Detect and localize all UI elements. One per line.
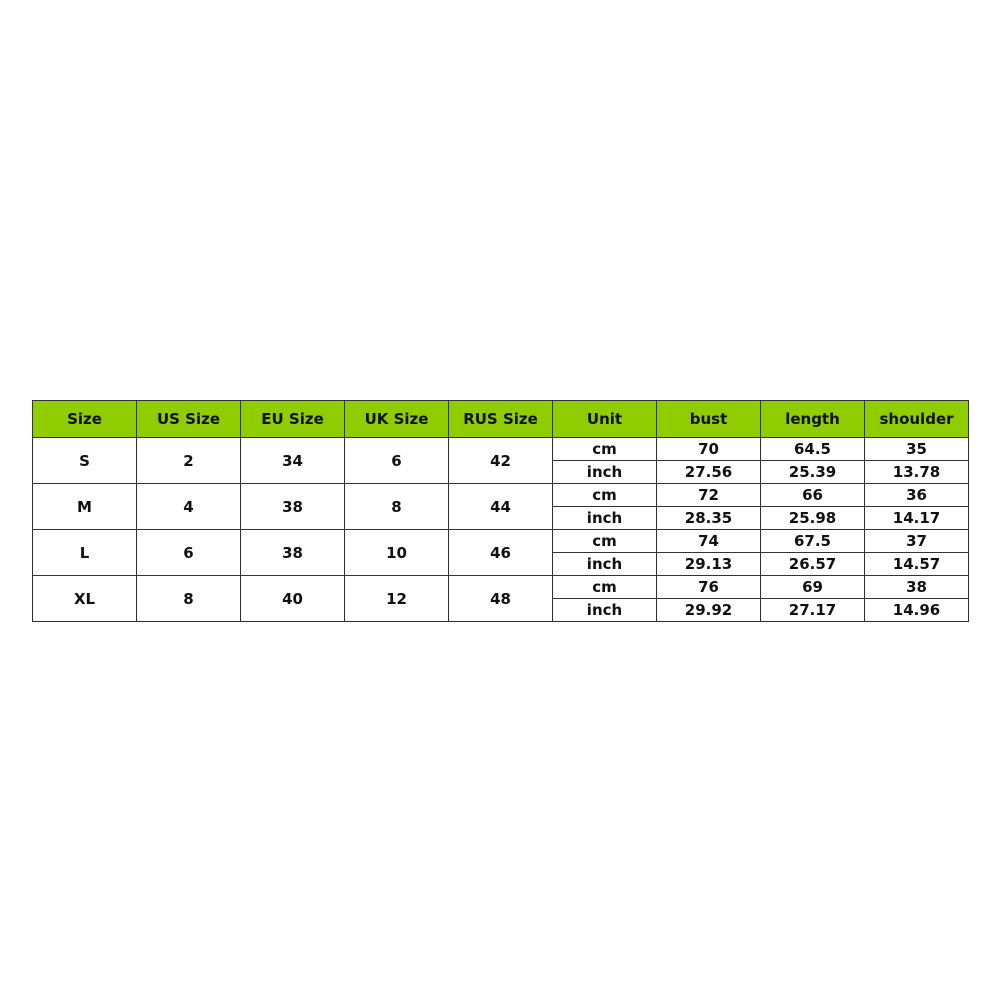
cell-us: 8 [136, 575, 241, 622]
table-row: XL 8 40 12 48 cm 76 69 38 [32, 575, 969, 622]
cell-bust: 74 [656, 529, 761, 553]
cell-eu: 38 [240, 483, 345, 530]
column-header: US Size [136, 400, 241, 438]
cell-us: 4 [136, 483, 241, 530]
cell-unit: cm [552, 437, 657, 461]
table-row: inch 29.92 27.17 14.96 [33, 598, 969, 622]
cell-length: 69 [760, 575, 865, 599]
cell-shoulder: 35 [864, 437, 969, 461]
cell-bust: 72 [656, 483, 761, 507]
cell-shoulder: 14.57 [864, 552, 969, 576]
cell-eu: 40 [240, 575, 345, 622]
cell-length: 26.57 [760, 552, 865, 576]
cell-unit: inch [552, 598, 657, 622]
cell-bust: 28.35 [656, 506, 761, 530]
column-header: shoulder [864, 400, 969, 438]
cell-shoulder: 13.78 [864, 460, 969, 484]
column-header: bust [656, 400, 761, 438]
column-header: length [760, 400, 865, 438]
cell-length: 67.5 [760, 529, 865, 553]
cell-shoulder: 14.96 [864, 598, 969, 622]
cell-us: 6 [136, 529, 241, 576]
cell-rus: 46 [448, 529, 553, 576]
cell-bust: 29.92 [656, 598, 761, 622]
column-header: RUS Size [448, 400, 553, 438]
cell-unit: inch [552, 506, 657, 530]
table-row: inch 27.56 25.39 13.78 [33, 460, 969, 484]
cell-rus: 42 [448, 437, 553, 484]
cell-bust: 27.56 [656, 460, 761, 484]
cell-eu: 38 [240, 529, 345, 576]
cell-bust: 70 [656, 437, 761, 461]
cell-shoulder: 14.17 [864, 506, 969, 530]
cell-bust: 76 [656, 575, 761, 599]
table-row: S 2 34 6 42 cm 70 64.5 35 [32, 437, 969, 484]
cell-length: 66 [760, 483, 865, 507]
column-header: Unit [552, 400, 657, 438]
cell-uk: 12 [344, 575, 449, 622]
cell-size: XL [32, 575, 137, 622]
cell-shoulder: 38 [864, 575, 969, 599]
cell-unit: cm [552, 483, 657, 507]
cell-shoulder: 36 [864, 483, 969, 507]
cell-shoulder: 37 [864, 529, 969, 553]
cell-size: S [32, 437, 137, 484]
cell-length: 25.98 [760, 506, 865, 530]
column-header: EU Size [240, 400, 345, 438]
cell-us: 2 [136, 437, 241, 484]
cell-length: 64.5 [760, 437, 865, 461]
cell-rus: 44 [448, 483, 553, 530]
cell-uk: 8 [344, 483, 449, 530]
cell-unit: inch [552, 552, 657, 576]
cell-length: 25.39 [760, 460, 865, 484]
header-row: Size US Size EU Size UK Size RUS Size Unit bus… [32, 400, 969, 438]
table-row: M 4 38 8 44 cm 72 66 36 [32, 483, 969, 530]
cell-uk: 10 [344, 529, 449, 576]
cell-rus: 48 [448, 575, 553, 622]
cell-unit: cm [552, 575, 657, 599]
cell-uk: 6 [344, 437, 449, 484]
cell-size: M [32, 483, 137, 530]
cell-length: 27.17 [760, 598, 865, 622]
column-header: UK Size [344, 400, 449, 438]
size-chart-table: Size US Size EU Size UK Size RUS Size Unit bus… [32, 400, 969, 622]
table-row: inch 29.13 26.57 14.57 [33, 552, 969, 576]
column-header: Size [32, 400, 137, 438]
table-row: L 6 38 10 46 cm 74 67.5 37 [32, 529, 969, 576]
cell-unit: inch [552, 460, 657, 484]
table-row: inch 28.35 25.98 14.17 [33, 506, 969, 530]
cell-bust: 29.13 [656, 552, 761, 576]
cell-size: L [32, 529, 137, 576]
cell-eu: 34 [240, 437, 345, 484]
cell-unit: cm [552, 529, 657, 553]
